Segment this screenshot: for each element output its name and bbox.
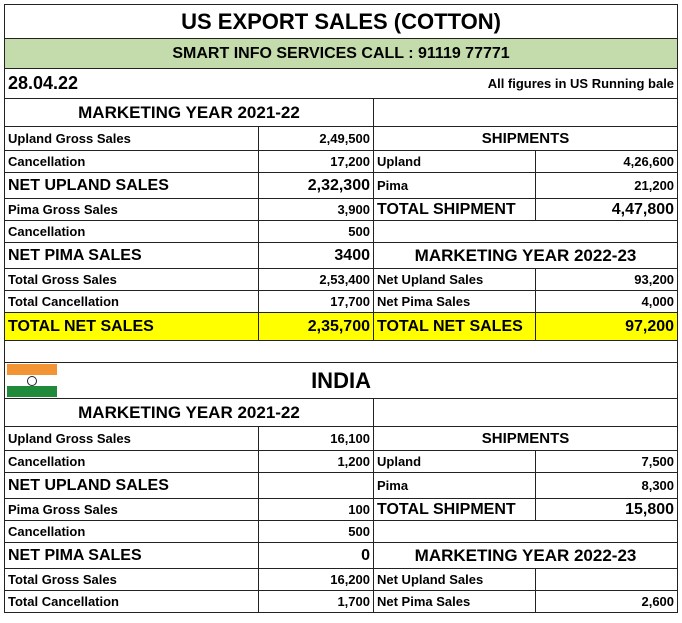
row-label: NET UPLAND SALES (4, 172, 259, 199)
table-row: NET UPLAND SALES Pima 8,300 (4, 472, 679, 499)
row-value: 3,900 (258, 198, 374, 221)
row-label: Upland Gross Sales (4, 126, 259, 151)
sales-table: US EXPORT SALES (COTTON) SMART INFO SERV… (3, 4, 679, 613)
table-row: MARKETING YEAR 2021-22 (4, 98, 679, 127)
table-row: Total Gross Sales 2,53,400 Net Upland Sale… (4, 268, 679, 291)
banner: SMART INFO SERVICES CALL : 91119 77771 (3, 38, 679, 69)
row-label: Cancellation (4, 520, 259, 543)
row-label: Net Pima Sales (373, 290, 536, 313)
note: All figures in US Running bale (258, 68, 679, 99)
row-value: 4,000 (534, 290, 679, 313)
table-row: MARKETING YEAR 2021-22 (4, 398, 679, 427)
blank (372, 98, 679, 127)
row-value: 21,200 (534, 172, 679, 199)
row-label: Upland (373, 150, 536, 173)
row-value: 2,600 (534, 590, 679, 613)
row-label: Total Gross Sales (4, 568, 259, 591)
row-label: Total Cancellation (4, 290, 259, 313)
row-value: 2,32,300 (258, 172, 374, 199)
row-label: Cancellation (4, 220, 259, 243)
row-label: Total Cancellation (4, 590, 259, 613)
section-heading: MARKETING YEAR 2021-22 (4, 398, 374, 427)
row-value: 8,300 (534, 472, 679, 499)
row-label: NET PIMA SALES (4, 242, 259, 269)
table-row: Upland Gross Sales 16,100 SHIPMENTS (4, 426, 679, 451)
row-value: 7,500 (534, 450, 679, 473)
table-row: Cancellation 500 (4, 520, 679, 543)
row-label: TOTAL NET SALES (4, 312, 259, 341)
row-value: 2,49,500 (258, 126, 374, 151)
date: 28.04.22 (4, 68, 259, 99)
table-row: NET PIMA SALES 0 MARKETING YEAR 2022-23 (4, 542, 679, 569)
row-value (258, 472, 374, 499)
table-row: Pima Gross Sales 100 TOTAL SHIPMENT 15,800 (4, 498, 679, 521)
title: US EXPORT SALES (COTTON) (3, 4, 679, 39)
row-value: 4,47,800 (534, 198, 679, 221)
row-label: Pima (373, 472, 536, 499)
row-value: 4,26,600 (534, 150, 679, 173)
blank (372, 520, 679, 543)
row-label: NET UPLAND SALES (4, 472, 259, 499)
row-value: 2,53,400 (258, 268, 374, 291)
row-value: 1,200 (258, 450, 374, 473)
country: INDIA (3, 362, 679, 399)
table-row: Total Cancellation 1,700 Net Pima Sales 2,6… (4, 590, 679, 613)
table-row: Cancellation 17,200 Upland 4,26,600 (4, 150, 679, 173)
row-label: TOTAL NET SALES (373, 312, 536, 341)
row-label: Net Upland Sales (373, 568, 536, 591)
row-label: Upland Gross Sales (4, 426, 259, 451)
row-label: Pima Gross Sales (4, 198, 259, 221)
row-value: 16,200 (258, 568, 374, 591)
sub-heading: MARKETING YEAR 2022-23 (372, 542, 679, 569)
table-row: Cancellation 500 (4, 220, 679, 243)
row-value: 3400 (258, 242, 374, 269)
row-label: Net Pima Sales (373, 590, 536, 613)
row-label: Upland (373, 450, 536, 473)
blank (372, 220, 679, 243)
row-label: Cancellation (4, 150, 259, 173)
row-value: 2,35,700 (258, 312, 374, 341)
sub-heading: SHIPMENTS (372, 426, 679, 451)
row-label: TOTAL SHIPMENT (373, 198, 536, 221)
spacer (3, 340, 679, 363)
flag (7, 364, 57, 397)
table-row (3, 340, 679, 363)
row-label: TOTAL SHIPMENT (373, 498, 536, 521)
row-value: 17,700 (258, 290, 374, 313)
row-value: 500 (258, 220, 374, 243)
sub-heading: MARKETING YEAR 2022-23 (372, 242, 679, 269)
table-row: INDIA (3, 362, 679, 399)
row-label: Net Upland Sales (373, 268, 536, 291)
row-label: NET PIMA SALES (4, 542, 259, 569)
row-value: 15,800 (534, 498, 679, 521)
row-label: Cancellation (4, 450, 259, 473)
table-row: NET PIMA SALES 3400 MARKETING YEAR 2022-23 (4, 242, 679, 269)
row-value: 97,200 (534, 312, 679, 341)
row-value (534, 568, 679, 591)
section-heading: MARKETING YEAR 2021-22 (4, 98, 374, 127)
table-row: TOTAL NET SALES 2,35,700 TOTAL NET SALES 97… (4, 312, 679, 341)
row-label: Pima (373, 172, 536, 199)
table-row: Total Gross Sales 16,200 Net Upland Sales (4, 568, 679, 591)
row-value: 500 (258, 520, 374, 543)
table-row: NET UPLAND SALES 2,32,300 Pima 21,200 (4, 172, 679, 199)
row-value: 1,700 (258, 590, 374, 613)
table-row: Total Cancellation 17,700 Net Pima Sales 4,… (4, 290, 679, 313)
table-row: Pima Gross Sales 3,900 TOTAL SHIPMENT 4,47,… (4, 198, 679, 221)
table-row: Cancellation 1,200 Upland 7,500 (4, 450, 679, 473)
row-label: Total Gross Sales (4, 268, 259, 291)
row-value: 100 (258, 498, 374, 521)
table-row: Upland Gross Sales 2,49,500 SHIPMENTS (4, 126, 679, 151)
row-value: 17,200 (258, 150, 374, 173)
blank (372, 398, 679, 427)
row-value: 0 (258, 542, 374, 569)
sub-heading: SHIPMENTS (372, 126, 679, 151)
row-value: 16,100 (258, 426, 374, 451)
row-label: Pima Gross Sales (4, 498, 259, 521)
row-value: 93,200 (534, 268, 679, 291)
